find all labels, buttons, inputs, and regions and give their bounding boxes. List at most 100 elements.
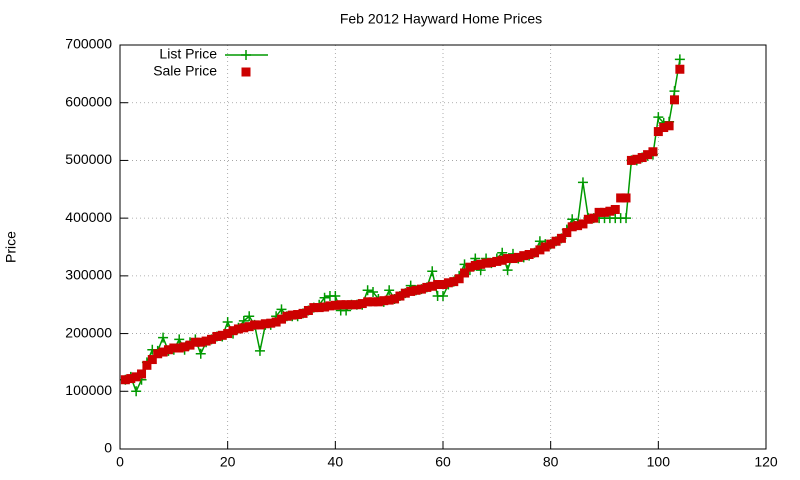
point-marker bbox=[330, 291, 341, 302]
point-marker bbox=[513, 252, 523, 262]
point-marker bbox=[438, 291, 448, 302]
point-marker bbox=[427, 281, 437, 291]
y-tick-label: 600000 bbox=[65, 93, 112, 109]
point-marker bbox=[223, 329, 233, 339]
point-marker bbox=[254, 345, 265, 356]
point-marker bbox=[562, 228, 572, 238]
point-marker bbox=[368, 287, 379, 298]
point-marker bbox=[534, 236, 545, 247]
point-marker bbox=[298, 308, 308, 318]
point-marker bbox=[594, 207, 604, 217]
point-marker bbox=[621, 193, 631, 203]
point-marker bbox=[137, 369, 147, 379]
point-marker bbox=[551, 236, 561, 246]
point-marker bbox=[476, 259, 486, 269]
point-marker bbox=[605, 206, 615, 216]
point-marker bbox=[163, 345, 173, 355]
point-marker bbox=[228, 326, 238, 336]
point-marker bbox=[502, 265, 513, 276]
point-marker bbox=[470, 260, 480, 270]
point-marker bbox=[674, 54, 685, 65]
point-marker bbox=[589, 213, 599, 223]
point-marker bbox=[632, 154, 642, 164]
legend-label: Sale Price bbox=[153, 63, 217, 79]
y-tick-label: 400000 bbox=[65, 209, 112, 225]
point-marker bbox=[460, 268, 470, 278]
x-tick-label: 0 bbox=[116, 454, 124, 470]
point-marker bbox=[422, 282, 432, 292]
point-marker bbox=[126, 374, 136, 384]
x-tick-label: 20 bbox=[220, 454, 236, 470]
point-marker bbox=[222, 317, 233, 328]
point-marker bbox=[363, 297, 373, 307]
point-marker bbox=[449, 277, 459, 287]
point-marker bbox=[600, 207, 609, 217]
point-marker bbox=[336, 300, 346, 310]
point-marker bbox=[309, 303, 319, 313]
plot-border bbox=[119, 44, 767, 450]
point-marker bbox=[675, 64, 685, 74]
point-marker bbox=[346, 300, 356, 310]
legend-label: List Price bbox=[159, 46, 217, 62]
y-tick-label: 100000 bbox=[65, 382, 112, 398]
point-marker bbox=[142, 360, 152, 370]
point-marker bbox=[637, 153, 647, 163]
legend-swatch bbox=[241, 50, 251, 60]
point-marker bbox=[648, 147, 658, 157]
x-tick-label: 80 bbox=[543, 454, 559, 470]
point-marker bbox=[373, 297, 383, 307]
point-marker bbox=[573, 221, 583, 231]
point-marker bbox=[250, 320, 260, 330]
point-marker bbox=[255, 320, 265, 330]
y-tick-label: 300000 bbox=[65, 267, 112, 283]
point-marker bbox=[244, 311, 255, 322]
point-marker bbox=[195, 348, 206, 359]
point-marker bbox=[653, 112, 664, 123]
point-marker bbox=[427, 266, 438, 277]
point-marker bbox=[319, 292, 330, 303]
point-marker bbox=[174, 334, 185, 345]
point-marker bbox=[567, 222, 577, 232]
point-marker bbox=[508, 254, 518, 264]
point-marker bbox=[233, 324, 243, 334]
point-marker bbox=[260, 319, 270, 329]
point-marker bbox=[282, 311, 292, 321]
point-marker bbox=[325, 301, 335, 311]
x-tick-label: 100 bbox=[647, 454, 671, 470]
point-marker bbox=[320, 302, 330, 312]
x-tick-label: 60 bbox=[435, 454, 451, 470]
point-marker bbox=[519, 251, 529, 261]
point-marker bbox=[454, 274, 464, 284]
point-marker bbox=[524, 250, 534, 260]
point-marker bbox=[266, 318, 276, 328]
point-marker bbox=[174, 343, 184, 353]
point-marker bbox=[190, 337, 200, 347]
point-marker bbox=[626, 155, 636, 165]
point-marker bbox=[196, 337, 206, 347]
point-marker bbox=[577, 177, 588, 188]
point-marker bbox=[131, 372, 141, 382]
point-marker bbox=[535, 245, 545, 255]
point-marker bbox=[271, 317, 281, 327]
point-marker bbox=[643, 150, 653, 160]
point-marker bbox=[131, 386, 142, 397]
point-marker bbox=[330, 300, 340, 310]
point-marker bbox=[390, 294, 400, 304]
point-marker bbox=[276, 304, 287, 315]
point-marker bbox=[153, 349, 163, 359]
point-marker bbox=[212, 331, 222, 341]
point-marker bbox=[664, 121, 674, 131]
point-marker bbox=[433, 280, 443, 290]
point-marker bbox=[384, 285, 395, 296]
point-marker bbox=[384, 295, 394, 305]
point-marker bbox=[406, 286, 416, 296]
point-marker bbox=[621, 213, 632, 224]
chart-title: Feb 2012 Hayward Home Prices bbox=[340, 11, 542, 27]
point-marker bbox=[201, 336, 211, 346]
point-marker bbox=[540, 242, 550, 252]
point-marker bbox=[669, 86, 680, 97]
point-marker bbox=[556, 233, 566, 243]
point-marker bbox=[486, 258, 496, 268]
point-marker bbox=[352, 300, 362, 310]
y-tick-label: 500000 bbox=[65, 151, 112, 167]
